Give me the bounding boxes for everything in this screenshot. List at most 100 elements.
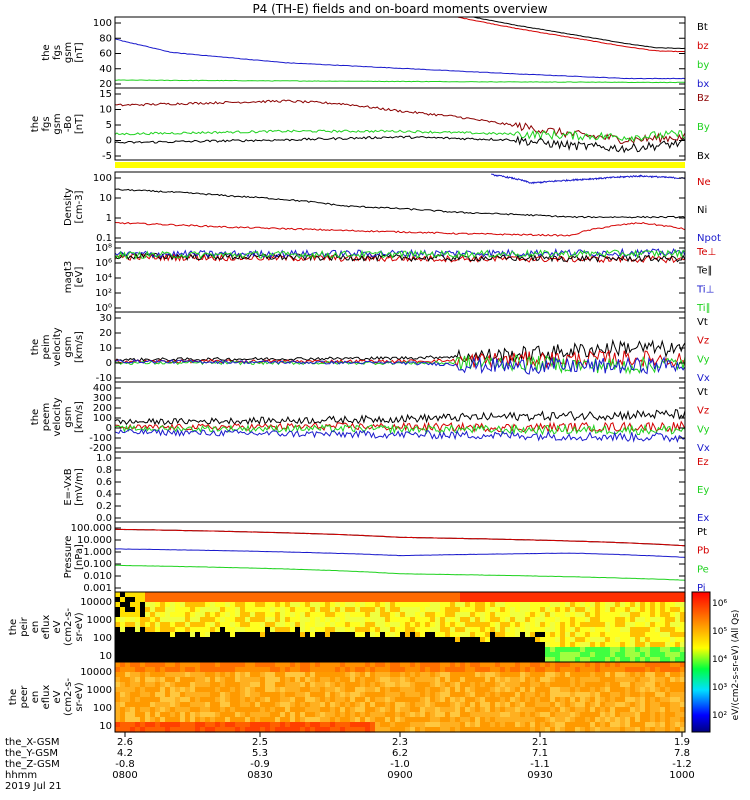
heatmap-cell	[425, 617, 431, 623]
y-axis-label: eflux	[41, 615, 52, 640]
heatmap-cell	[435, 682, 441, 688]
heatmap-cell	[525, 602, 531, 608]
heatmap-cell	[445, 672, 451, 678]
heatmap-cell	[235, 657, 241, 663]
heatmap-cell	[370, 687, 376, 693]
heatmap-cell	[190, 727, 196, 733]
heatmap-cell	[450, 707, 456, 713]
y-axis-label: [cm-3]	[74, 190, 85, 223]
heatmap-cell	[510, 617, 516, 623]
heatmap-cell	[385, 677, 391, 683]
heatmap-cell	[260, 607, 266, 613]
heatmap-cell	[425, 707, 431, 713]
heatmap-cell	[620, 602, 626, 608]
heatmap-cell	[375, 617, 381, 623]
heatmap-cell	[495, 597, 501, 603]
heatmap-cell	[640, 592, 646, 598]
heatmap-cell	[530, 687, 536, 693]
heatmap-cell	[190, 657, 196, 663]
y-axis-label: [nT]	[74, 42, 85, 62]
heatmap-cell	[470, 632, 476, 638]
heatmap-cell	[225, 667, 231, 673]
heatmap-cell	[615, 592, 621, 598]
heatmap-cell	[440, 622, 446, 628]
heatmap-cell	[465, 702, 471, 708]
heatmap-cell	[625, 687, 631, 693]
heatmap-cell	[295, 612, 301, 618]
heatmap-cell	[445, 642, 451, 648]
heatmap-cell	[410, 607, 416, 613]
heatmap-cell	[570, 627, 576, 633]
heatmap-cell	[375, 672, 381, 678]
heatmap-cell	[560, 687, 566, 693]
heatmap-cell	[225, 707, 231, 713]
heatmap-cell	[380, 657, 386, 663]
heatmap-cell	[565, 642, 571, 648]
heatmap-cell	[160, 702, 166, 708]
heatmap-cell	[200, 697, 206, 703]
heatmap-cell	[190, 597, 196, 603]
heatmap-cell	[310, 707, 316, 713]
heatmap-cell	[655, 697, 661, 703]
heatmap-cell	[595, 652, 601, 658]
heatmap-cell	[265, 607, 271, 613]
heatmap-cell	[305, 617, 311, 623]
heatmap-cell	[450, 692, 456, 698]
heatmap-cell	[470, 707, 476, 713]
heatmap-cell	[320, 707, 326, 713]
heatmap-cell	[130, 627, 136, 633]
heatmap-cell	[570, 702, 576, 708]
heatmap-cell	[415, 632, 421, 638]
heatmap-cell	[400, 612, 406, 618]
y-axis-label: the	[30, 116, 41, 132]
heatmap-cell	[500, 632, 506, 638]
heatmap-cell	[675, 632, 681, 638]
heatmap-cell	[585, 637, 591, 643]
heatmap-cell	[540, 712, 546, 718]
heatmap-cell	[140, 712, 146, 718]
heatmap-cell	[285, 712, 291, 718]
heatmap-cell	[585, 647, 591, 653]
heatmap-cell	[590, 662, 596, 668]
heatmap-cell	[240, 697, 246, 703]
heatmap-cell	[345, 697, 351, 703]
heatmap-cell	[160, 707, 166, 713]
heatmap-cell	[315, 667, 321, 673]
heatmap-cell	[280, 607, 286, 613]
heatmap-cell	[215, 687, 221, 693]
heatmap-cell	[505, 617, 511, 623]
heatmap-cell	[285, 592, 291, 598]
heatmap-cell	[680, 662, 686, 668]
heatmap-cell	[130, 687, 136, 693]
heatmap-cell	[495, 722, 501, 728]
heatmap-cell	[430, 702, 436, 708]
heatmap-cell	[145, 717, 151, 723]
heatmap-cell	[120, 697, 126, 703]
heatmap-cell	[190, 702, 196, 708]
heatmap-cell	[560, 682, 566, 688]
colorbar	[691, 591, 711, 733]
heatmap-cell	[130, 642, 136, 648]
heatmap-cell	[320, 652, 326, 658]
heatmap-cell	[405, 702, 411, 708]
heatmap-cell	[485, 687, 491, 693]
series-line-p5	[115, 354, 685, 375]
heatmap-cell	[180, 727, 186, 733]
heatmap-cell	[475, 697, 481, 703]
heatmap-cell	[315, 662, 321, 668]
heatmap-cell	[195, 687, 201, 693]
heatmap-cell	[470, 607, 476, 613]
heatmap-cell	[675, 597, 681, 603]
heatmap-cell	[180, 667, 186, 673]
heatmap-cell	[625, 627, 631, 633]
heatmap-cell	[360, 607, 366, 613]
y-axis-label: fgs	[41, 116, 52, 131]
heatmap-cell	[150, 657, 156, 663]
heatmap-cell	[430, 637, 436, 643]
heatmap-cell	[175, 652, 181, 658]
heatmap-cell	[205, 722, 211, 728]
heatmap-cell	[265, 687, 271, 693]
heatmap-cell	[610, 622, 616, 628]
heatmap-cell	[355, 657, 361, 663]
heatmap-cell	[430, 672, 436, 678]
